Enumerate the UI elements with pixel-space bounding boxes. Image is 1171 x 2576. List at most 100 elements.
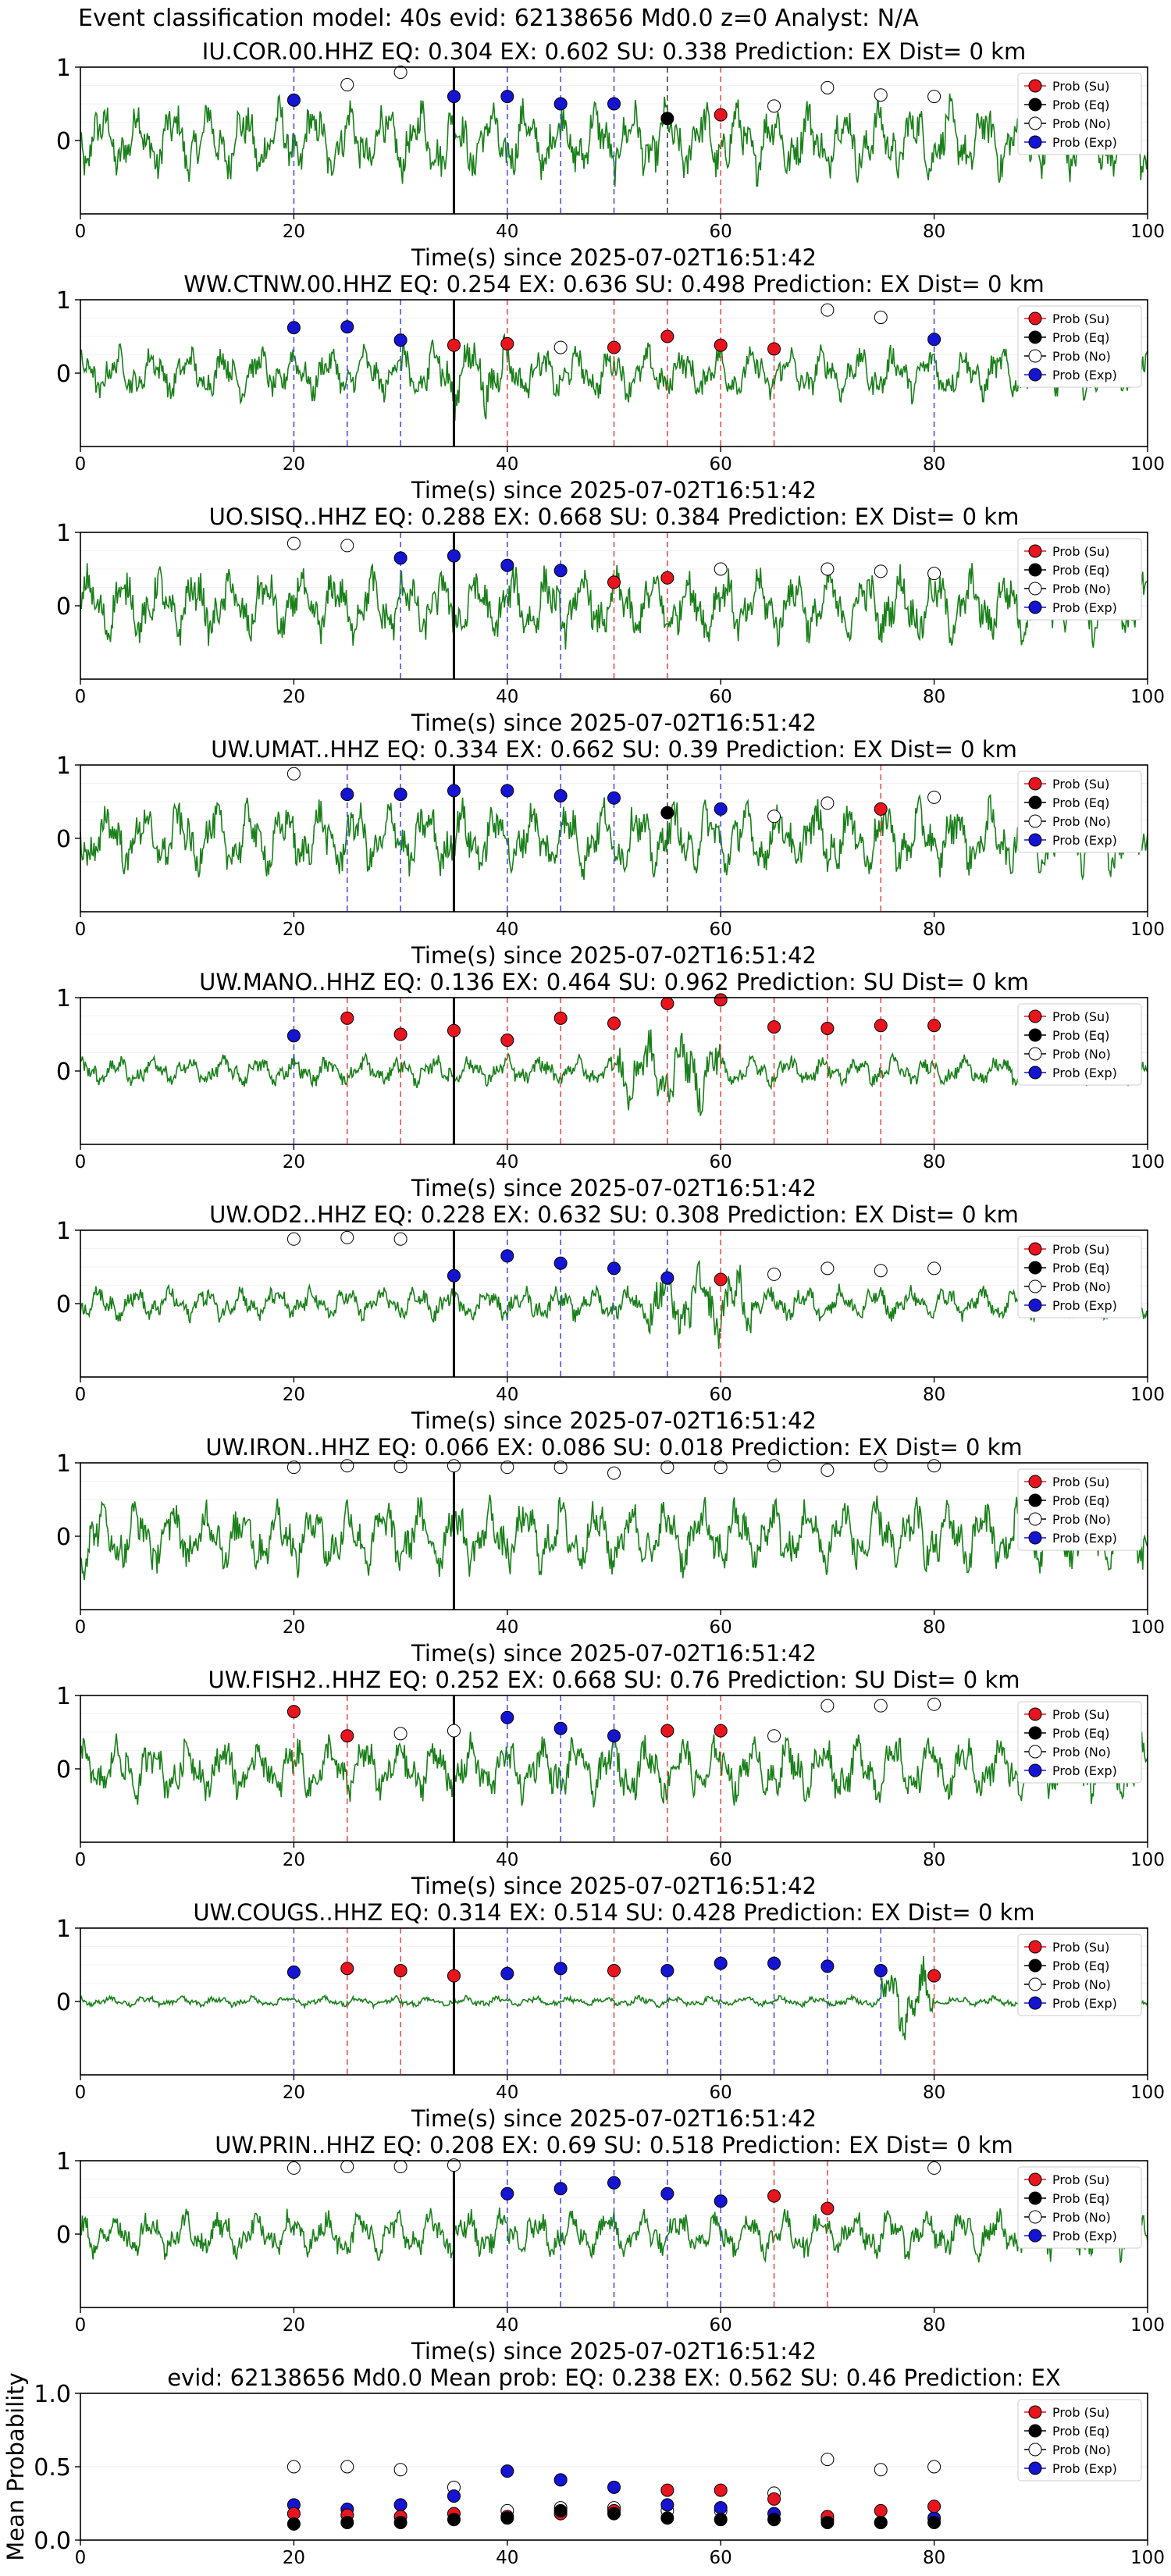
prob-point <box>607 575 621 589</box>
panel-title: UW.UMAT..HHZ EQ: 0.334 EX: 0.662 SU: 0.3… <box>211 736 1017 763</box>
prob-point <box>393 551 408 565</box>
legend-marker <box>1028 1996 1042 2010</box>
prob-point <box>287 536 301 550</box>
prob-point <box>874 1699 888 1713</box>
prob-point <box>607 2176 621 2190</box>
prob-point <box>607 1016 621 1030</box>
mean-prob-point <box>660 2498 674 2512</box>
x-tick-label: 80 <box>923 2548 945 2568</box>
x-tick-label: 100 <box>1130 687 1165 707</box>
prob-point <box>607 97 621 111</box>
y-axis-label: Mean Probability <box>2 2372 29 2561</box>
chart-panel: UO.SISQ..HHZ EQ: 0.288 EX: 0.668 SU: 0.3… <box>56 503 1165 736</box>
prob-point <box>927 1019 941 1033</box>
panel-title: UW.COUGS..HHZ EQ: 0.314 EX: 0.514 SU: 0.… <box>193 1899 1034 1926</box>
legend-marker <box>1028 814 1042 828</box>
legend-marker <box>1028 1763 1042 1777</box>
prob-point <box>500 1710 514 1724</box>
legend-box <box>1017 1236 1142 1318</box>
legend-label: Prob (Eq) <box>1052 330 1109 345</box>
prob-point <box>500 784 514 798</box>
prob-point <box>607 1729 621 1743</box>
prob-point <box>553 1962 568 1976</box>
y-tick-label: 0.0 <box>34 2528 71 2555</box>
prob-point <box>767 2189 781 2203</box>
chart-panel: evid: 62138656 Md0.0 Mean prob: EQ: 0.23… <box>2 2364 1165 2568</box>
legend-box <box>1017 1934 1142 2016</box>
legend-label: Prob (Eq) <box>1052 563 1109 578</box>
x-tick-label: 80 <box>923 2083 945 2103</box>
legend-label: Prob (Exp) <box>1052 1066 1117 1080</box>
prob-point <box>393 333 408 347</box>
legend-label: Prob (No) <box>1052 349 1111 364</box>
x-tick-label: 0 <box>75 222 87 242</box>
x-tick-label: 80 <box>923 2315 945 2336</box>
panel-title: UW.OD2..HHZ EQ: 0.228 EX: 0.632 SU: 0.30… <box>209 1201 1019 1228</box>
legend-marker <box>1028 311 1042 326</box>
mean-prob-point <box>553 2503 568 2517</box>
prob-point <box>767 1729 781 1743</box>
legend-label: Prob (Exp) <box>1052 600 1117 615</box>
prob-point <box>553 1011 568 1025</box>
prob-point <box>820 1699 835 1713</box>
prob-point <box>393 1232 408 1246</box>
prob-point <box>447 1023 461 1037</box>
legend-label: Prob (Eq) <box>1052 2424 1109 2439</box>
prob-point <box>340 1230 354 1244</box>
x-tick-label: 80 <box>923 920 945 940</box>
legend-label: Prob (Su) <box>1052 311 1109 326</box>
chart-panel: IU.COR.00.HHZ EQ: 0.304 EX: 0.602 SU: 0.… <box>56 38 1165 271</box>
x-tick-label: 20 <box>283 1385 305 1405</box>
mean-prob-point <box>927 2500 941 2514</box>
x-tick-label: 60 <box>710 1152 732 1172</box>
x-tick-label: 60 <box>710 222 732 242</box>
chart-panel: WW.CTNW.00.HHZ EQ: 0.254 EX: 0.636 SU: 0… <box>56 271 1165 503</box>
legend-marker <box>1028 582 1042 596</box>
panel-title: UW.MANO..HHZ EQ: 0.136 EX: 0.464 SU: 0.9… <box>199 969 1029 995</box>
prob-point <box>340 788 354 802</box>
x-tick-label: 60 <box>710 1850 732 1870</box>
prob-point <box>874 802 888 816</box>
x-tick-label: 0 <box>75 920 87 940</box>
prob-point <box>447 1268 461 1283</box>
prob-point <box>767 342 781 356</box>
panel-title: UW.FISH2..HHZ EQ: 0.252 EX: 0.668 SU: 0.… <box>208 1667 1020 1693</box>
x-axis-label: Time(s) since 2025-07-02T16:51:42 <box>411 477 817 503</box>
legend-marker <box>1028 368 1042 382</box>
chart-panel: UW.IRON..HHZ EQ: 0.066 EX: 0.086 SU: 0.0… <box>56 1434 1165 1667</box>
legend-label: Prob (Eq) <box>1052 1261 1109 1276</box>
legend-marker <box>1028 116 1042 130</box>
prob-point <box>553 564 568 578</box>
x-tick-label: 0 <box>75 1850 87 1870</box>
x-tick-label: 80 <box>923 222 945 242</box>
prob-point <box>340 539 354 553</box>
prob-point <box>287 767 301 781</box>
prob-point <box>447 1969 461 1983</box>
prob-point <box>927 333 941 347</box>
chart-panel: UW.UMAT..HHZ EQ: 0.334 EX: 0.662 SU: 0.3… <box>56 736 1165 969</box>
legend-label: Prob (Su) <box>1052 1707 1109 1722</box>
mean-prob-point <box>660 2483 674 2497</box>
prob-point <box>820 1021 835 1035</box>
mean-prob-point <box>447 2489 461 2503</box>
x-tick-label: 40 <box>496 1617 518 1638</box>
legend-marker <box>1028 544 1042 558</box>
legend-label: Prob (No) <box>1052 1745 1111 1759</box>
legend-marker <box>1028 1028 1042 1042</box>
x-tick-label: 100 <box>1130 222 1165 242</box>
x-tick-label: 100 <box>1130 1850 1165 1870</box>
prob-point <box>607 1964 621 1978</box>
x-tick-label: 20 <box>283 2315 305 2336</box>
y-tick-label: 1 <box>56 985 71 1012</box>
legend-marker <box>1028 563 1042 577</box>
mean-prob-point <box>714 2513 728 2527</box>
x-tick-label: 40 <box>496 1152 518 1172</box>
waveform-trace <box>80 794 1148 881</box>
x-tick-label: 0 <box>75 2315 87 2336</box>
legend-label: Prob (Exp) <box>1052 1531 1117 1546</box>
x-axis-label: Time(s) since 2025-07-02T16:51:42 <box>411 244 817 271</box>
y-tick-label: 0 <box>56 361 71 388</box>
legend-label: Prob (No) <box>1052 2443 1111 2457</box>
prob-point <box>287 1232 301 1246</box>
legend-box <box>1017 2166 1142 2249</box>
